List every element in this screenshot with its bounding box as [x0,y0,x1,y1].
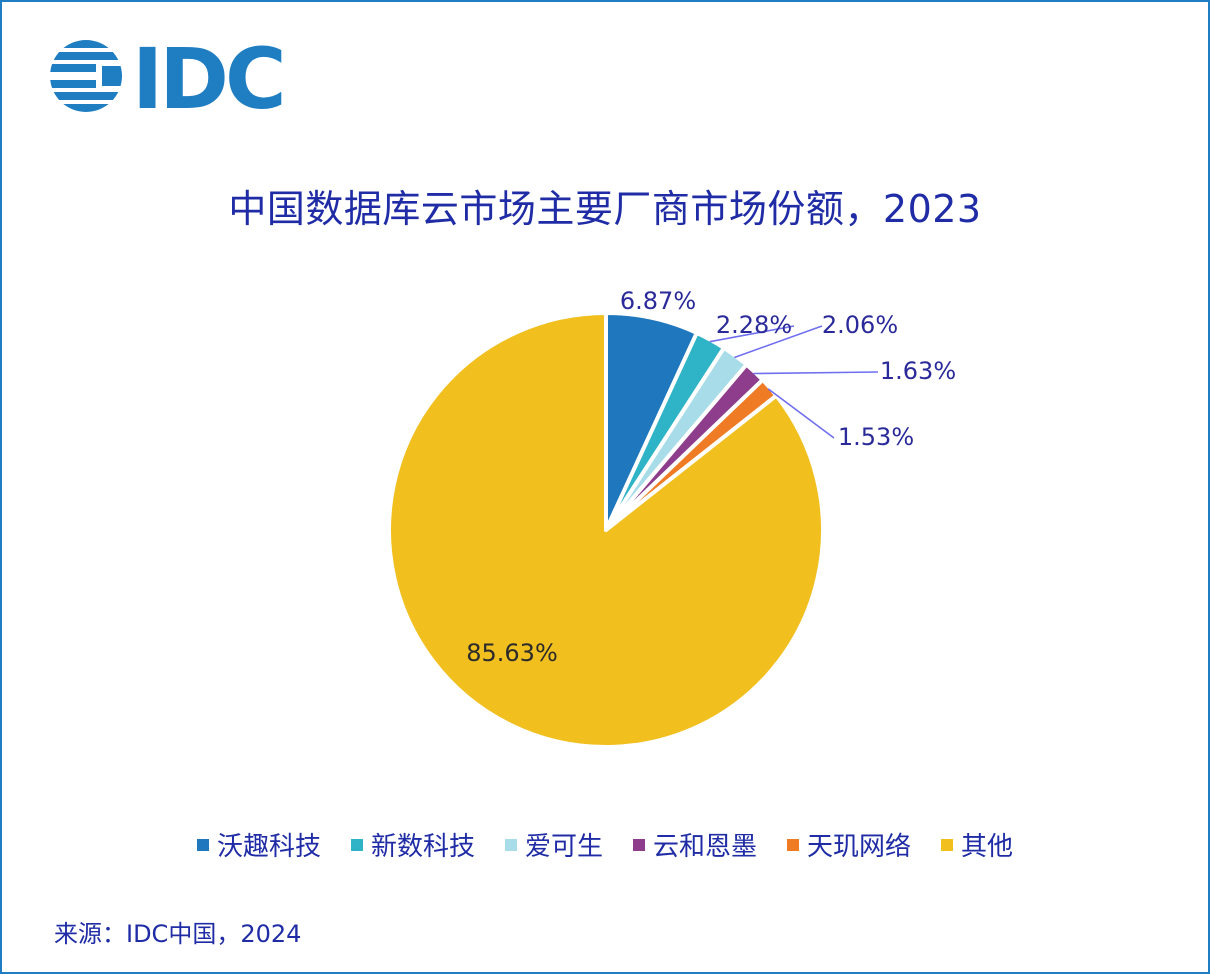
legend-swatch [504,838,517,851]
logo-text: IDC [132,36,283,116]
data-label-1: 6.87% [620,287,696,315]
idc-logo: IDC [50,36,287,116]
legend-swatch [196,838,209,851]
legend-item-5: 天玑网络 [787,826,911,863]
data-label-4: 1.63% [880,357,956,385]
legend-label: 爱可生 [524,832,603,862]
legend-label: 新数科技 [370,832,475,862]
leader-line-2 [709,325,795,343]
legend-swatch [633,838,645,851]
leader-line-4 [753,371,879,375]
data-label-6: 85.63% [466,639,558,667]
source-note: 来源：IDC中国，2024 [54,920,302,948]
leader-line-3 [734,325,823,359]
data-label-5: 1.53% [838,423,914,451]
legend-item-1: 沃趣科技 [196,826,321,863]
legend-item-2: 新数科技 [350,826,475,863]
chart-title: 中国数据库云市场主要厂商市场份额，2023 [228,187,982,231]
legend-swatch [941,838,954,851]
legend-swatch [350,838,363,851]
legend-item-6: 其他 [941,826,1013,863]
legend-item-4: 云和恩墨 [633,826,757,863]
legend-label: 沃趣科技 [216,832,321,862]
legend: 沃趣科技 新数科技 爱可生 云和恩墨 天玑网络 其他 [0,826,1210,863]
legend-label: 天玑网络 [807,832,912,862]
legend-swatch [787,838,800,851]
data-label-2: 2.28% [716,311,792,339]
pie-slice-6 [387,311,825,749]
legend-label: 云和恩墨 [653,832,758,862]
data-label-3: 2.06% [822,311,898,339]
legend-label: 其他 [961,832,1014,862]
legend-item-3: 爱可生 [504,826,603,863]
leader-line-5 [767,388,835,439]
